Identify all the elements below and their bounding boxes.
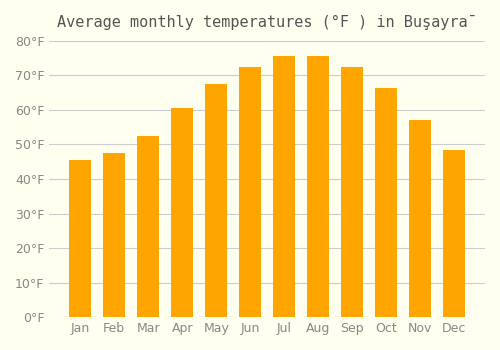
Bar xyxy=(409,120,431,317)
Bar xyxy=(307,56,329,317)
Bar xyxy=(375,88,397,317)
Bar xyxy=(341,67,363,317)
Bar xyxy=(307,56,329,317)
Bar xyxy=(205,84,227,317)
Bar xyxy=(137,136,159,317)
Bar xyxy=(69,160,92,317)
Bar xyxy=(69,160,92,317)
Bar xyxy=(273,56,295,317)
Bar xyxy=(443,150,465,317)
Bar xyxy=(171,108,193,317)
Bar xyxy=(443,150,465,317)
Bar xyxy=(171,108,193,317)
Bar xyxy=(239,67,261,317)
Bar xyxy=(341,67,363,317)
Bar xyxy=(103,153,126,317)
Bar xyxy=(103,153,126,317)
Bar xyxy=(409,120,431,317)
Bar xyxy=(341,67,363,317)
Bar xyxy=(375,88,397,317)
Bar xyxy=(239,67,261,317)
Bar xyxy=(205,84,227,317)
Title: Average monthly temperatures (°F ) in Buşayrā: Average monthly temperatures (°F ) in Bu… xyxy=(58,15,477,30)
Bar xyxy=(443,150,465,317)
Bar xyxy=(205,84,227,317)
Bar xyxy=(137,136,159,317)
Bar xyxy=(171,108,193,317)
Bar xyxy=(273,56,295,317)
Bar xyxy=(239,67,261,317)
Bar xyxy=(409,120,431,317)
Bar xyxy=(103,153,126,317)
Bar xyxy=(307,56,329,317)
Bar xyxy=(137,136,159,317)
Bar xyxy=(375,88,397,317)
Bar xyxy=(273,56,295,317)
Bar xyxy=(69,160,92,317)
